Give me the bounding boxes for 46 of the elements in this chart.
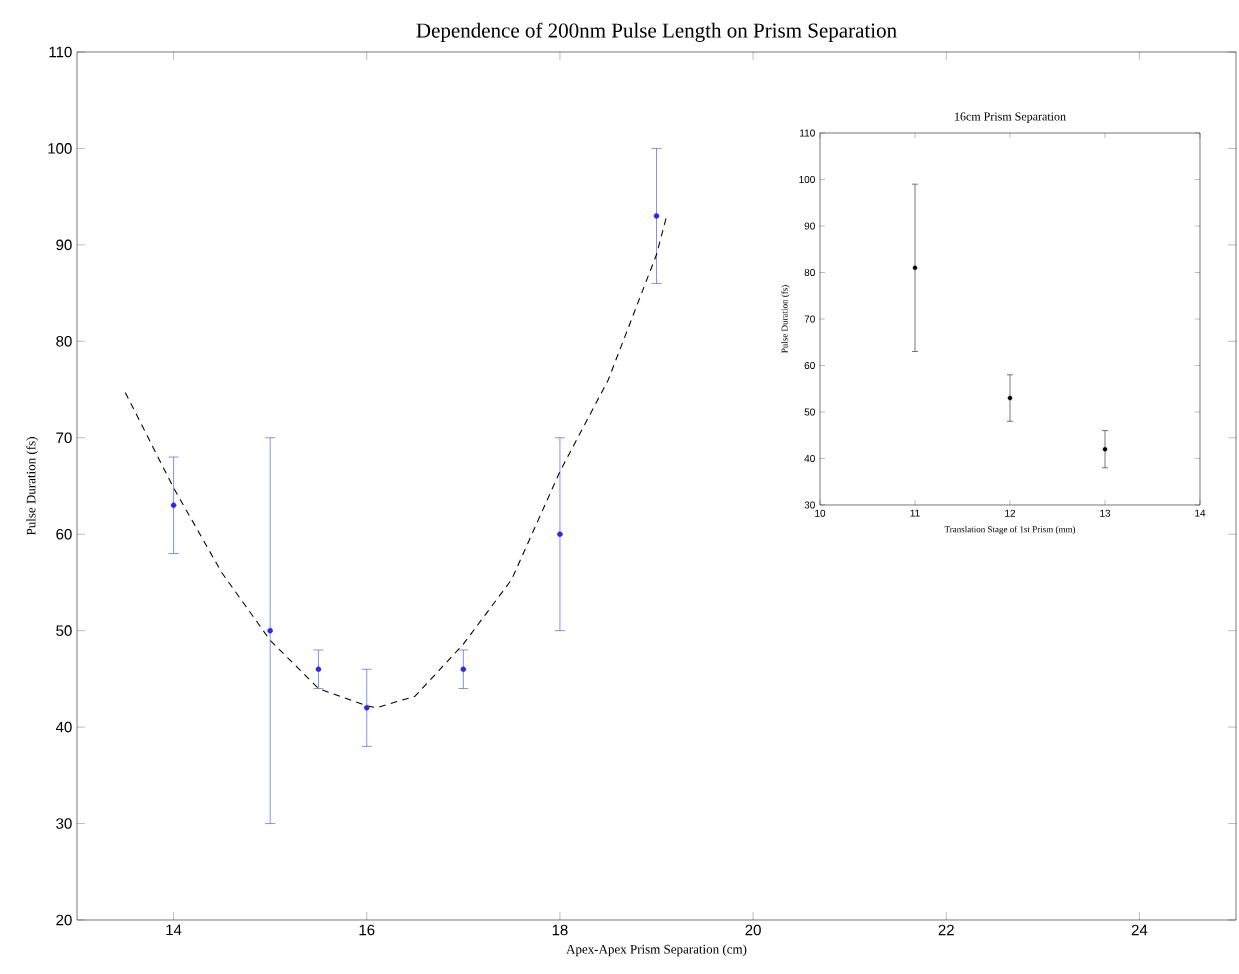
x-tick-label: 10 [815,509,826,517]
point [315,666,322,672]
y-tick-label: 70 [804,315,815,323]
point [460,666,467,672]
chart-title: Dependence of 200nm Pulse Length on Prism Separation [416,22,897,42]
x-tick-label: 12 [1005,509,1016,517]
y-tick-label: 50 [56,625,72,636]
y-tick-label: 40 [55,721,72,733]
x-tick-label: 13 [1100,509,1111,517]
point [912,265,918,271]
point [1102,446,1108,452]
x-tick-label: 14 [1195,509,1206,517]
y-tick-label: 60 [804,361,815,370]
y-tick-label: 100 [799,175,815,184]
y-tick-label: 30 [804,501,815,509]
x-tick-label: 14 [166,924,182,936]
y-tick-label: 80 [56,336,72,347]
point [653,213,660,219]
x-tick-label: 22 [938,924,954,936]
x-axis-title: Apex-Apex Prism Separation (cm) [566,944,747,957]
x-tick-label: 24 [1131,924,1148,936]
x-tick-label: 16 [359,924,375,936]
x-axis-title: Translation Stage of 1st Prism (mm) [944,525,1076,535]
y-tick-label: 30 [56,818,72,829]
chart-title: 16cm Prism Separation [955,112,1066,123]
y-tick-label: 90 [804,222,815,230]
y-tick-label: 20 [56,914,72,926]
x-tick-label: 18 [552,924,568,936]
y-tick-label: 100 [48,143,72,154]
y-tick-label: 90 [56,239,72,251]
x-tick-label: 20 [745,924,761,936]
y-tick-label: 60 [56,528,72,540]
point [170,502,177,509]
y-tick-label: 40 [804,454,815,463]
y-tick-label: 70 [56,432,72,444]
point [363,705,370,711]
x-tick-label: 11 [910,509,920,517]
y-tick-label: 50 [804,408,815,416]
y-axis-title: Pulse Duration (fs) [26,437,39,536]
y-tick-label: 80 [804,268,815,277]
point [267,627,273,634]
y-tick-label: 110 [800,129,815,137]
point [557,531,563,537]
point [1007,395,1013,401]
y-axis-title: Pulse Duration (fs) [781,285,790,353]
y-tick-label: 110 [49,46,72,58]
